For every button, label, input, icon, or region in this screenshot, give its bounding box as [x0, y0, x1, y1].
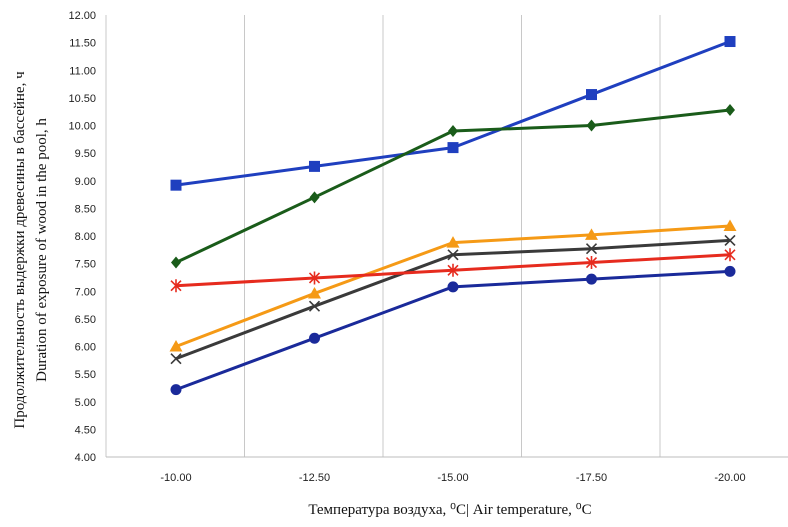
point-marker: [308, 286, 321, 299]
point-marker: [308, 271, 321, 285]
axis-layer: 4.00 4.50 5.00 5.50 6.00 6.50 7.00 7.50 8.00 8.50…: [68, 10, 788, 484]
y-axis-label-en: Duration of exposure of wood in the pool…: [34, 118, 50, 382]
point-marker: [309, 160, 320, 172]
series-6: [170, 265, 736, 396]
y-tick-label: 5.00: [75, 397, 96, 409]
x-tick-label: -17.50: [576, 472, 607, 484]
series-3: [169, 219, 737, 352]
x-axis-label: Температура воздуха, ⁰С| Air temperature…: [308, 502, 591, 518]
point-marker: [586, 89, 597, 101]
point-marker: [171, 256, 181, 269]
y-tick-label: 11.50: [69, 38, 96, 50]
point-marker: [170, 179, 182, 191]
point-marker: [447, 142, 459, 154]
point-marker: [723, 219, 737, 232]
series-1: [170, 36, 736, 191]
x-tick-label: -10.00: [160, 472, 191, 484]
y-tick-label: 9.00: [75, 176, 96, 188]
point-marker: [447, 263, 459, 277]
x-tick-label: -12.50: [299, 472, 330, 484]
point-marker: [724, 234, 736, 246]
point-marker: [585, 228, 598, 240]
point-marker: [170, 279, 182, 293]
y-tick-label: 5.50: [75, 369, 96, 381]
point-marker: [170, 384, 182, 396]
y-tick-label: 8.50: [75, 203, 96, 215]
point-marker: [309, 191, 320, 204]
y-axis-label-ru: Продолжительность выдержки древесины в б…: [12, 71, 28, 429]
point-marker: [447, 281, 459, 293]
point-marker: [724, 248, 736, 262]
point-marker: [585, 243, 598, 255]
y-tick-label: 6.00: [75, 342, 96, 354]
point-marker: [170, 353, 182, 365]
y-tick-label: 8.00: [75, 231, 96, 243]
point-marker: [724, 36, 736, 48]
y-tick-label: 10.00: [68, 121, 96, 133]
point-marker: [448, 125, 458, 138]
y-tick-label: 4.00: [75, 452, 96, 464]
point-marker: [308, 300, 321, 312]
series-layer: [169, 36, 737, 396]
y-tick-label: 4.50: [75, 424, 96, 436]
point-marker: [447, 249, 459, 261]
point-marker: [586, 273, 597, 285]
series-5: [170, 248, 736, 293]
y-tick-label: 7.00: [75, 286, 96, 298]
series-2: [171, 104, 735, 269]
point-marker: [585, 256, 598, 270]
point-marker: [446, 236, 460, 248]
point-marker: [586, 119, 597, 132]
y-tick-label: 11.00: [69, 65, 96, 77]
series-line: [175, 40, 731, 187]
series-4: [170, 234, 736, 365]
y-tick-label: 10.50: [68, 93, 96, 105]
y-tick-label: 7.50: [75, 259, 96, 271]
x-tick-label: -15.00: [437, 472, 468, 484]
point-marker: [724, 265, 736, 277]
point-marker: [309, 332, 320, 344]
y-tick-label: 6.50: [75, 314, 96, 326]
y-tick-label: 12.00: [68, 10, 96, 22]
point-marker: [169, 340, 183, 352]
point-marker: [725, 104, 735, 117]
grid-layer: [105, 15, 661, 457]
y-tick-label: 9.50: [75, 148, 96, 160]
x-tick-label: -20.00: [714, 472, 745, 484]
